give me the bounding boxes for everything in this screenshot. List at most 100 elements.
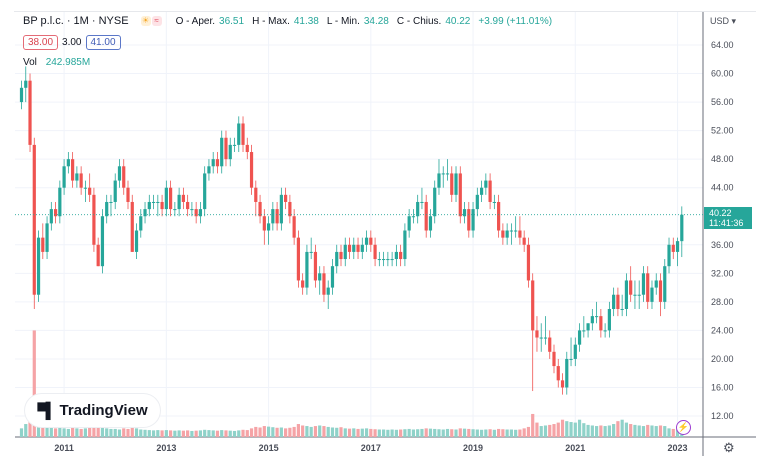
volume-bar	[203, 429, 207, 437]
high-value: 41.38	[293, 15, 319, 27]
volume-bar	[356, 428, 360, 437]
volume-bar	[151, 430, 156, 437]
volume-bar	[288, 427, 292, 437]
buy-price-button[interactable]: 41.00	[85, 35, 121, 50]
low-value: 34.28	[363, 15, 389, 27]
candle-down	[347, 244, 352, 252]
candle-up	[177, 194, 181, 210]
volume-bar	[28, 416, 32, 437]
candle-down	[186, 201, 190, 210]
volume-bar	[471, 429, 475, 437]
candle-up	[232, 144, 237, 146]
chevron-down-icon: ▾	[731, 16, 737, 26]
candle-down	[245, 144, 249, 153]
candle-down	[126, 187, 130, 202]
volume-bar	[109, 428, 113, 437]
currency-dropdown[interactable]: USD ▾	[710, 16, 736, 27]
logo-text: TradingView	[59, 402, 148, 419]
volume-bar	[441, 429, 445, 437]
volume-bar	[526, 426, 531, 437]
candle-down	[458, 173, 462, 217]
volume-bar	[539, 426, 543, 437]
volume-bar	[671, 428, 675, 437]
volume-bar	[535, 422, 539, 437]
volume-bar	[126, 428, 130, 437]
volume-bar	[113, 428, 117, 437]
volume-bar	[330, 427, 335, 437]
candle-up	[475, 194, 479, 210]
price-tick-label: 64.00	[711, 40, 734, 50]
candle-up	[573, 344, 577, 359]
candle-up	[620, 308, 624, 310]
sell-price-button[interactable]: 38.00	[23, 35, 59, 50]
volume-bar	[88, 427, 92, 437]
candle-up	[471, 209, 475, 231]
volume-bar	[347, 428, 352, 437]
volume-bar	[369, 428, 373, 437]
candle-down	[262, 216, 266, 231]
sun-icon[interactable]: ☀	[140, 16, 151, 26]
candle-up	[407, 216, 411, 231]
candle-down	[467, 209, 471, 231]
volume-bar	[211, 430, 215, 437]
candle-up	[484, 180, 488, 188]
candle-down	[284, 194, 288, 202]
candle-down	[322, 273, 326, 295]
volume-bar	[262, 426, 266, 437]
time-tick-label: 2013	[156, 443, 176, 453]
volume-bar	[160, 430, 164, 437]
volume-bar	[548, 424, 552, 437]
candle-up	[582, 330, 586, 332]
candle-down	[92, 194, 96, 245]
candle-up	[680, 214, 684, 242]
symbol-title[interactable]: BP p.l.c. · 1M · NYSE	[23, 15, 129, 27]
candle-down	[373, 244, 377, 260]
open-value: 36.51	[219, 15, 245, 27]
volume-bar	[228, 430, 232, 437]
candle-down	[181, 194, 185, 202]
volume-bar	[377, 429, 381, 437]
volume-bar	[75, 428, 79, 437]
volume-bar	[599, 425, 603, 437]
candle-up	[543, 337, 548, 339]
candle-down	[488, 180, 492, 202]
candle-up	[173, 209, 177, 211]
low-label: L - Min.	[326, 15, 360, 27]
candle-up	[134, 230, 139, 252]
candle-up	[220, 137, 224, 167]
candle-up	[633, 294, 637, 296]
candle-up	[492, 201, 496, 203]
volume-bar	[284, 428, 288, 437]
volume-bar	[130, 426, 134, 437]
volume-bar	[399, 429, 403, 437]
volume-bar	[19, 428, 24, 437]
candle-down	[160, 201, 164, 210]
candle-up	[113, 180, 117, 202]
price-tick-label: 56.00	[711, 97, 734, 107]
candle-up	[394, 251, 398, 260]
candle-down	[518, 230, 522, 238]
volume-bar	[92, 424, 96, 437]
volume-bar	[232, 430, 237, 437]
candle-up	[641, 273, 646, 295]
volume-bar	[156, 430, 160, 437]
volume-bar	[301, 425, 305, 437]
price-tick-label: 60.00	[711, 69, 734, 79]
market-status-icon[interactable]: ≈	[151, 16, 162, 26]
volume-bar	[411, 429, 416, 437]
time-tick-label: 2019	[463, 443, 483, 453]
candle-down	[646, 273, 650, 302]
volume-bar	[595, 426, 599, 437]
candle-up	[441, 173, 445, 175]
tradingview-logo[interactable]: ▀▍ TradingView	[25, 394, 160, 427]
price-tick-label: 28.00	[711, 297, 734, 307]
volume-bar	[194, 430, 198, 437]
candle-up	[117, 166, 122, 181]
lightning-icon[interactable]: ⚡	[676, 420, 691, 435]
volume-bar	[296, 424, 300, 437]
spread-value: 3.00	[62, 37, 82, 48]
settings-gear-icon[interactable]: ⚙	[723, 440, 735, 455]
candle-down	[522, 237, 526, 245]
chart-frame	[14, 11, 756, 457]
